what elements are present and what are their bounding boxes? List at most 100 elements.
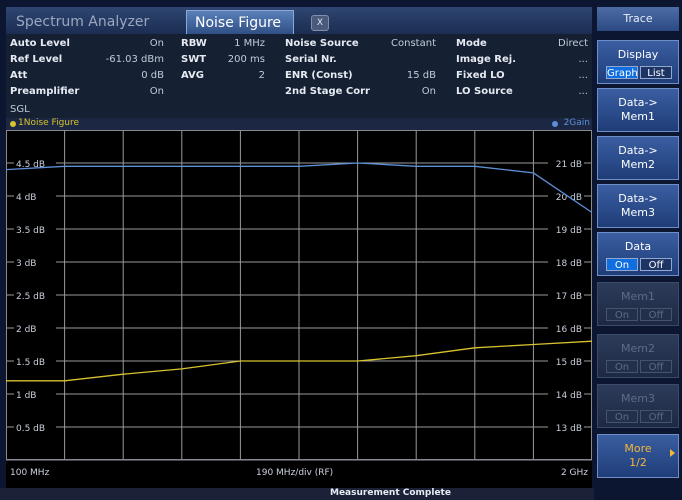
fixed-lo-label: Fixed LO <box>456 70 505 81</box>
mem3-toggle[interactable]: On Off <box>606 410 672 423</box>
mem1-on-option[interactable]: On <box>606 308 638 321</box>
display-label: Display <box>617 48 659 61</box>
data-to-mem3-line2: Mem3 <box>621 206 655 219</box>
display-list-option[interactable]: List <box>640 66 672 79</box>
data-to-mem3-softkey[interactable]: Data-> Mem3 <box>597 184 679 228</box>
mem2-softkey[interactable]: Mem2 On Off <box>597 334 679 378</box>
mem2-toggle[interactable]: On Off <box>606 360 672 373</box>
more-arrow-icon <box>670 449 675 457</box>
y-left-tick-label: 2.5 dB <box>16 292 45 302</box>
preamplifier-value: On <box>149 86 164 97</box>
y-left-tick-bg <box>14 256 56 268</box>
second-stage-corr-label: 2nd Stage Corr <box>285 86 370 97</box>
y-right-tick-label: 20 dB <box>556 193 582 203</box>
mem3-softkey[interactable]: Mem3 On Off <box>597 384 679 428</box>
tab-bar: Spectrum Analyzer Noise Figure X <box>6 7 592 34</box>
tab-spectrum-analyzer[interactable]: Spectrum Analyzer <box>16 14 150 30</box>
display-softkey[interactable]: Display Graph List <box>597 40 679 84</box>
close-tab-icon[interactable]: X <box>311 15 329 31</box>
y-left-tick-bg <box>14 190 56 202</box>
trace1-name: 1Noise Figure <box>18 118 80 128</box>
y-left-tick-bg <box>14 355 56 367</box>
y-right-tick-bg <box>548 421 584 433</box>
y-right-tick-bg <box>548 355 584 367</box>
enr-value: 15 dB <box>406 70 436 81</box>
fixed-lo-value: ... <box>578 70 588 81</box>
swt-label: SWT <box>181 54 207 65</box>
y-right-tick-bg <box>548 322 584 334</box>
display-graph-option[interactable]: Graph <box>606 66 638 79</box>
data-to-mem2-softkey[interactable]: Data-> Mem2 <box>597 136 679 180</box>
y-right-tick-bg <box>548 190 584 202</box>
noise-source-value: Constant <box>391 38 436 49</box>
y-right-tick-label: 19 dB <box>556 226 582 236</box>
data-toggle[interactable]: On Off <box>606 258 672 271</box>
second-stage-corr-value: On <box>421 86 436 97</box>
ref-level-label: Ref Level <box>10 54 63 65</box>
data-to-mem2-line2: Mem2 <box>621 158 655 171</box>
more-line2: 1/2 <box>629 456 647 469</box>
y-left-tick-bg <box>14 322 56 334</box>
mem1-toggle[interactable]: On Off <box>606 308 672 321</box>
display-toggle[interactable]: Graph List <box>606 66 672 79</box>
data-off-option[interactable]: Off <box>640 258 672 271</box>
noise-figure-trace <box>6 340 592 382</box>
data-to-mem2-line1: Data-> <box>618 144 658 157</box>
mem2-label: Mem2 <box>621 342 655 355</box>
data-softkey[interactable]: Data On Off <box>597 232 679 276</box>
status-bar: Measurement Complete <box>0 488 682 500</box>
auto-level-label: Auto Level <box>10 38 70 49</box>
data-on-option[interactable]: On <box>606 258 638 271</box>
y-right-tick-label: 16 dB <box>556 325 582 335</box>
mem3-off-option[interactable]: Off <box>640 410 672 423</box>
y-right-tick-label: 15 dB <box>556 358 582 368</box>
y-left-tick-bg <box>14 289 56 301</box>
y-right-tick-label: 13 dB <box>556 424 582 434</box>
more-softkey[interactable]: More 1/2 <box>597 434 679 478</box>
y-right-tick-label: 18 dB <box>556 259 582 269</box>
auto-level-value: On <box>149 38 164 49</box>
data-to-mem1-line2: Mem1 <box>621 110 655 123</box>
image-rej-label: Image Rej. <box>456 54 517 65</box>
y-right-tick-label: 17 dB <box>556 292 582 302</box>
y-left-tick-label: 1.5 dB <box>16 358 45 368</box>
softkey-menu-title: Trace <box>597 7 679 31</box>
rbw-label: RBW <box>181 38 207 49</box>
noise-figure-chart[interactable]: 4.5 dB 21 dB 4 dB 20 dB 3.5 dB 19 dB 3 dB 18 dB… <box>6 130 592 460</box>
y-left-tick-bg <box>14 157 56 169</box>
y-right-tick-bg <box>548 256 584 268</box>
mem1-off-option[interactable]: Off <box>640 308 672 321</box>
y-right-tick-bg <box>548 157 584 169</box>
data-to-mem1-softkey[interactable]: Data-> Mem1 <box>597 88 679 132</box>
data-to-mem3-line1: Data-> <box>618 192 658 205</box>
softkey-panel: Trace Display Graph List Data-> Mem1 Dat… <box>594 0 682 500</box>
y-left-tick-label: 3.5 dB <box>16 226 45 236</box>
image-rej-value: ... <box>578 54 588 65</box>
mem2-off-option[interactable]: Off <box>640 360 672 373</box>
ref-level-value: -61.03 dBm <box>105 54 164 65</box>
chart-svg: 4.5 dB 21 dB 4 dB 20 dB 3.5 dB 19 dB 3 dB 18 dB… <box>6 130 592 460</box>
more-line1: More <box>624 442 652 455</box>
trace-header: 1Noise Figure 2Gain <box>6 118 592 130</box>
noise-source-label: Noise Source <box>285 38 359 49</box>
preamplifier-label: Preamplifier <box>10 86 80 97</box>
y-left-tick-label: 4.5 dB <box>16 160 45 170</box>
trace2-name: 2Gain <box>563 118 590 128</box>
y-right-tick-label: 21 dB <box>556 160 582 170</box>
avg-value: 2 <box>258 70 265 81</box>
y-left-tick-label: 1 dB <box>16 391 36 401</box>
mem1-softkey[interactable]: Mem1 On Off <box>597 282 679 326</box>
tab-noise-figure[interactable]: Noise Figure <box>186 10 294 34</box>
att-value: 0 dB <box>141 70 164 81</box>
swt-value: 200 ms <box>227 54 265 65</box>
start-frequency: 100 MHz <box>10 468 50 478</box>
mem3-on-option[interactable]: On <box>606 410 638 423</box>
avg-label: AVG <box>181 70 205 81</box>
mem2-on-option[interactable]: On <box>606 360 638 373</box>
mode-value: Direct <box>558 38 588 49</box>
trace2-dot-icon <box>552 121 558 127</box>
y-left-tick-bg <box>14 421 56 433</box>
stop-frequency: 2 GHz <box>560 468 588 478</box>
att-label: Att <box>10 70 28 81</box>
lo-source-label: LO Source <box>456 86 513 97</box>
